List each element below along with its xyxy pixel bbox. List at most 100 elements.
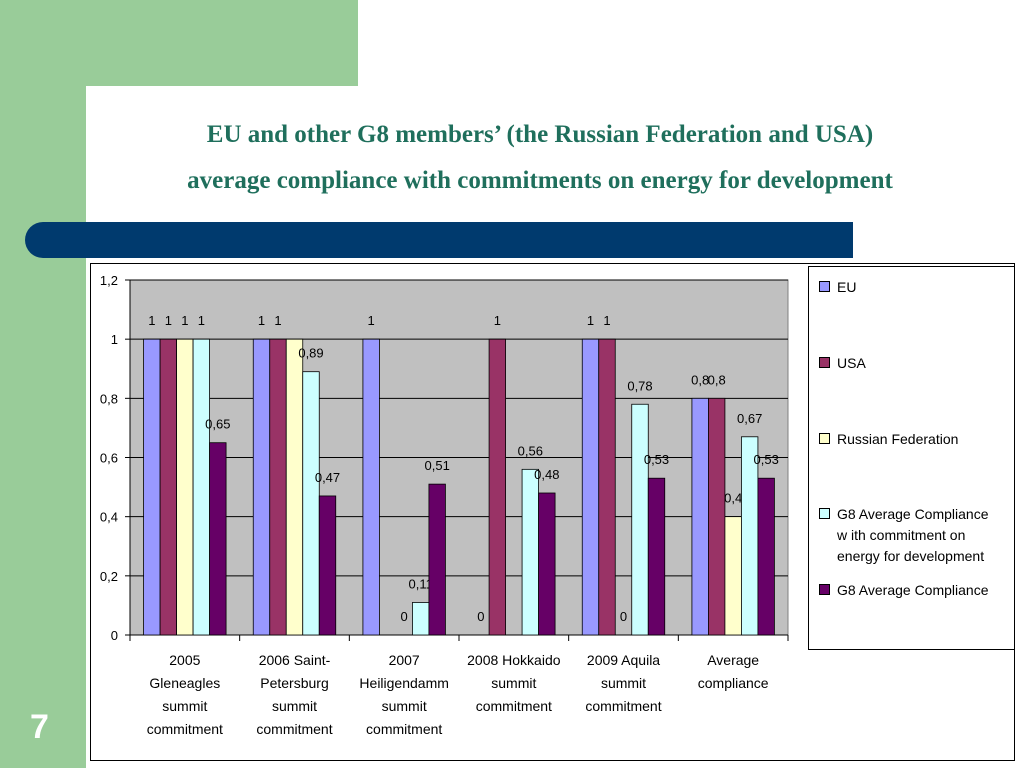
bar — [538, 492, 556, 636]
y-tick-label: 0,4 — [100, 510, 118, 525]
data-label: 0,51 — [425, 458, 450, 473]
bar — [631, 403, 649, 636]
legend-swatch — [819, 357, 830, 368]
x-tick-label: Petersburg — [260, 675, 328, 691]
data-label: 1 — [165, 313, 172, 328]
bar — [252, 338, 271, 636]
legend-item: G8 Average Compliance w ith commitment on… — [819, 504, 1012, 567]
sidebar-green-band — [0, 0, 86, 768]
legend-swatch — [819, 584, 830, 595]
x-tick-label: Average — [707, 652, 759, 668]
bar — [209, 442, 227, 636]
x-tick-label: commitment — [585, 698, 661, 714]
bar — [581, 338, 600, 636]
data-label: 0,8 — [691, 372, 709, 387]
bar — [302, 371, 320, 636]
x-tick-label: Gleneagles — [149, 675, 220, 691]
data-label: 0,67 — [737, 411, 762, 426]
data-label: 1 — [587, 313, 594, 328]
bar — [488, 338, 506, 636]
legend-label: Russian Federation — [837, 431, 959, 447]
data-label: 1 — [258, 313, 265, 328]
x-tick-label: commitment — [476, 698, 552, 714]
data-label: 0,56 — [518, 443, 543, 458]
x-tick-label: summit — [491, 675, 536, 691]
legend-label: G8 Average Compliance — [837, 582, 989, 598]
x-tick-label: commitment — [366, 721, 442, 737]
x-tick-label: 2008 Hokkaido — [467, 652, 561, 668]
bar — [176, 338, 194, 636]
bar — [192, 338, 210, 636]
data-label: 1 — [274, 313, 281, 328]
bar — [285, 338, 304, 636]
x-tick-label: summit — [162, 698, 207, 714]
legend-swatch — [819, 433, 830, 444]
bar — [412, 602, 430, 636]
page-number: 7 — [30, 708, 49, 746]
legend-label: EU — [837, 279, 857, 295]
bar — [159, 338, 177, 636]
bar — [521, 468, 539, 636]
bar — [647, 477, 666, 636]
bar — [724, 516, 742, 636]
data-label: 0,78 — [627, 378, 652, 393]
x-tick-label: summit — [382, 698, 427, 714]
bar — [362, 338, 380, 636]
bar — [428, 483, 446, 636]
data-label: 0,89 — [298, 346, 323, 361]
bar — [757, 477, 775, 636]
legend-swatch — [819, 281, 830, 292]
data-label: 0,53 — [644, 452, 669, 467]
legend-item: USA — [819, 353, 1012, 374]
data-label: 0,47 — [315, 470, 340, 485]
x-tick-label: summit — [601, 675, 646, 691]
bar-chart: 0 0,2 0,4 0,6 0,8 1 1,2 2005 Gleneagles summit com… — [100, 273, 789, 737]
legend-swatch — [819, 508, 830, 519]
y-tick-label: 0,2 — [100, 569, 118, 584]
legend-item: Russian Federation — [819, 429, 1012, 450]
data-label: 0 — [477, 609, 484, 624]
title-banner-bar — [25, 222, 853, 258]
bar — [318, 495, 337, 636]
data-label: 1 — [148, 313, 155, 328]
data-label: 0 — [620, 609, 627, 624]
data-label: 1 — [198, 313, 205, 328]
legend-label: G8 Average Compliance w ith commitment on… — [837, 506, 989, 564]
data-label: 1 — [494, 313, 501, 328]
y-tick-label: 1 — [111, 332, 118, 347]
y-tick-label: 1,2 — [100, 273, 118, 288]
data-label: 0,4 — [724, 491, 742, 506]
y-tick-label: 0,6 — [100, 451, 118, 466]
data-label: 0,65 — [205, 417, 230, 432]
data-label: 0 — [401, 609, 408, 624]
legend-item: G8 Average Compliance — [819, 580, 1012, 601]
bar — [269, 338, 287, 636]
bar — [691, 397, 709, 636]
title-line-2: average compliance with commitments on e… — [187, 167, 893, 194]
x-tick-label: summit — [272, 698, 317, 714]
chart-legend: EU USA Russian Federation G8 Average Compli… — [808, 266, 1015, 650]
x-tick-label: commitment — [147, 721, 223, 737]
data-label: 0,48 — [534, 467, 559, 482]
data-label: 1 — [368, 313, 375, 328]
x-tick-label: 2005 — [169, 652, 200, 668]
x-tick-label: 2006 Saint- — [259, 652, 331, 668]
top-green-band — [0, 0, 358, 86]
data-label: 0,53 — [754, 452, 779, 467]
x-tick-label: Heiligendamm — [359, 675, 448, 691]
slide-title: EU and other G8 members’ (the Russian Fe… — [100, 112, 980, 204]
bar — [598, 338, 616, 636]
y-tick-label: 0,8 — [100, 391, 118, 406]
legend-label: USA — [837, 355, 866, 371]
x-tick-label: 2009 Aquila — [587, 652, 660, 668]
data-label: 0,11 — [408, 576, 432, 591]
x-tick-label: 2007 — [389, 652, 420, 668]
data-label: 1 — [603, 313, 610, 328]
x-tick-label: commitment — [256, 721, 332, 737]
x-tick-label: compliance — [698, 675, 769, 691]
bar — [143, 338, 161, 636]
legend-item: EU — [819, 277, 1012, 298]
data-label: 0,8 — [708, 372, 726, 387]
data-label: 1 — [181, 313, 188, 328]
title-line-1: EU and other G8 members’ (the Russian Fe… — [206, 121, 874, 148]
